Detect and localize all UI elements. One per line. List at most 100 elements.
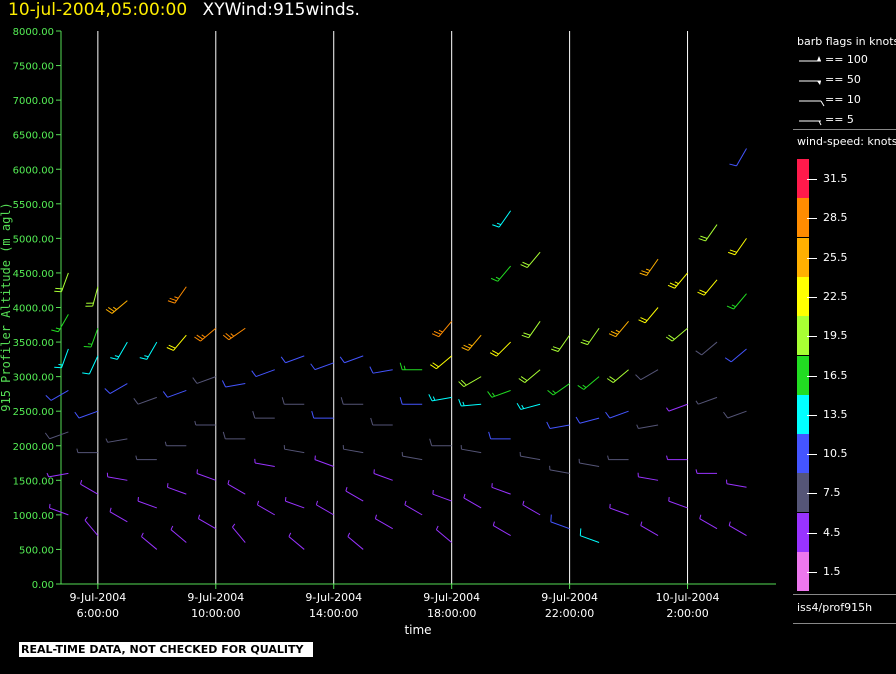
barb-flag-half	[404, 500, 407, 506]
wind-barb	[549, 465, 570, 474]
wind-barb	[521, 321, 541, 339]
barb-5-label: == 5	[825, 113, 854, 126]
barb-staff	[167, 389, 187, 398]
barb-legend-10: == 10	[797, 93, 896, 109]
barb-flag-half	[76, 448, 79, 453]
barb-flag-full	[310, 363, 316, 370]
barb-flag-half	[164, 441, 167, 446]
barb-staff	[640, 369, 659, 381]
barb-flag-full	[552, 346, 561, 350]
wind-barb	[197, 514, 217, 530]
wind-barb	[133, 396, 157, 405]
barb-flag-full	[521, 334, 529, 339]
speed-tick	[807, 296, 817, 298]
wind-barb	[667, 272, 688, 289]
barb-flag-half	[607, 455, 610, 460]
barb-staff	[109, 383, 128, 394]
y-tick-label: 4000.00	[13, 304, 54, 315]
wind-barb	[431, 321, 453, 338]
speed-swatch	[797, 473, 809, 513]
barb-flag-full	[222, 431, 226, 439]
speed-tick	[807, 532, 817, 534]
barb-staff	[526, 251, 541, 268]
wind-barb	[252, 410, 275, 419]
wind-barb	[635, 369, 659, 381]
legend-divider	[793, 129, 896, 130]
wind-barb	[74, 410, 99, 419]
wind-barb	[315, 500, 334, 516]
barb-flag-half	[522, 500, 525, 506]
barb-staff	[288, 536, 305, 550]
speed-swatch	[797, 512, 809, 552]
wind-barb	[637, 472, 659, 481]
wind-barb	[251, 369, 275, 378]
barb-staff	[174, 286, 187, 304]
wind-barb	[196, 469, 216, 481]
wind-barb	[340, 397, 364, 405]
wind-barb	[727, 238, 747, 256]
barb-staff	[254, 462, 275, 467]
speed-swatch	[797, 276, 809, 316]
barb-flag-full	[640, 317, 648, 321]
legend-divider	[793, 594, 896, 595]
speed-swatch	[797, 434, 809, 474]
wind-barb	[135, 455, 157, 461]
barb-staff	[668, 403, 688, 412]
barb-flag-full	[430, 364, 437, 370]
wind-barb	[167, 483, 187, 495]
barb-flag-half	[345, 486, 348, 492]
barb-10-icon	[799, 100, 825, 107]
x-tick-label-time: 10:00:00	[191, 607, 240, 620]
wind-barb	[609, 503, 629, 516]
barb-staff	[170, 529, 187, 543]
barb-staff	[111, 300, 128, 314]
barb-flag-full	[547, 390, 554, 396]
wind-barb	[232, 523, 246, 543]
barb-50-label: == 50	[825, 73, 861, 86]
barb-flag-half	[174, 296, 179, 299]
wind-barb	[726, 293, 747, 310]
barb-staff	[255, 369, 275, 378]
speed-tick	[807, 336, 817, 338]
speed-swatch	[797, 355, 809, 395]
barb-staff	[733, 293, 747, 310]
x-tick-label-date: 9-Jul-2004	[69, 591, 126, 604]
wind-barb	[698, 224, 718, 242]
barb-staff	[698, 396, 718, 405]
barb-flag-half	[463, 493, 466, 499]
barb-staff	[549, 424, 570, 429]
wind-barb	[607, 455, 629, 461]
barb-flag-full	[369, 366, 374, 374]
barb-legend-5: == 5	[797, 113, 896, 129]
barb-flag-full	[340, 397, 344, 405]
barb-staff	[80, 483, 99, 495]
barb-staff	[668, 500, 688, 509]
speed-label: 10.5	[823, 447, 848, 461]
wind-barb-plot: 0.00 500.00 1000.00 1500.00 2000.00 2500.00 30…	[0, 27, 776, 637]
y-tick-label: 3500.00	[13, 338, 54, 349]
x-tick-label-date: 10-Jul-2004	[656, 591, 720, 604]
barb-flag-full	[700, 235, 708, 239]
barb-staff	[146, 341, 158, 360]
barb-staff	[703, 279, 718, 296]
y-tick-label: 4500.00	[13, 269, 54, 280]
barb-flag-half	[347, 532, 351, 537]
barb-flag-full	[641, 270, 649, 274]
wind-barb	[105, 300, 128, 314]
barb-flag-half	[144, 355, 149, 358]
barb-flag-full	[635, 374, 642, 381]
barb-flag-full	[546, 421, 551, 429]
wind-barb	[106, 472, 128, 481]
wind-barb	[435, 525, 452, 543]
barb-staff	[285, 500, 305, 509]
barb-staff	[402, 455, 423, 461]
barb-flag-full	[727, 251, 736, 256]
barb-staff	[497, 265, 512, 282]
barb-flag-half	[462, 401, 465, 406]
barb-flag-half	[492, 521, 495, 526]
wind-barb	[460, 445, 482, 454]
barb-flag-full	[492, 224, 500, 228]
wind-barb	[726, 479, 747, 488]
barb-flag-full	[44, 432, 50, 440]
barb-flag-full	[522, 261, 530, 266]
